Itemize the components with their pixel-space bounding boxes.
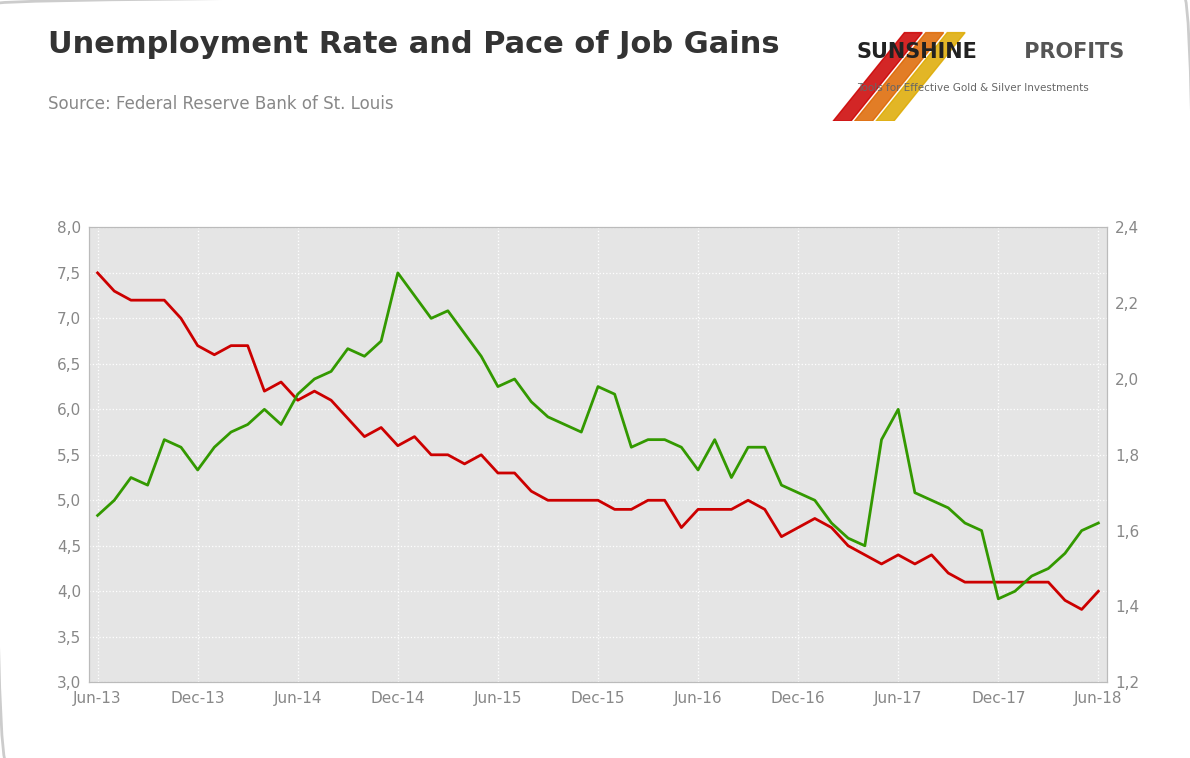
Polygon shape: [854, 33, 944, 121]
Text: Unemployment Rate and Pace of Job Gains: Unemployment Rate and Pace of Job Gains: [48, 30, 779, 59]
Text: Source: Federal Reserve Bank of St. Louis: Source: Federal Reserve Bank of St. Loui…: [48, 95, 393, 113]
Text: Tools for Effective Gold & Silver Investments: Tools for Effective Gold & Silver Invest…: [857, 83, 1089, 93]
Text: PROFITS: PROFITS: [1017, 42, 1125, 61]
Polygon shape: [876, 33, 965, 121]
Text: SUNSHINE: SUNSHINE: [857, 42, 978, 61]
Polygon shape: [833, 33, 922, 121]
